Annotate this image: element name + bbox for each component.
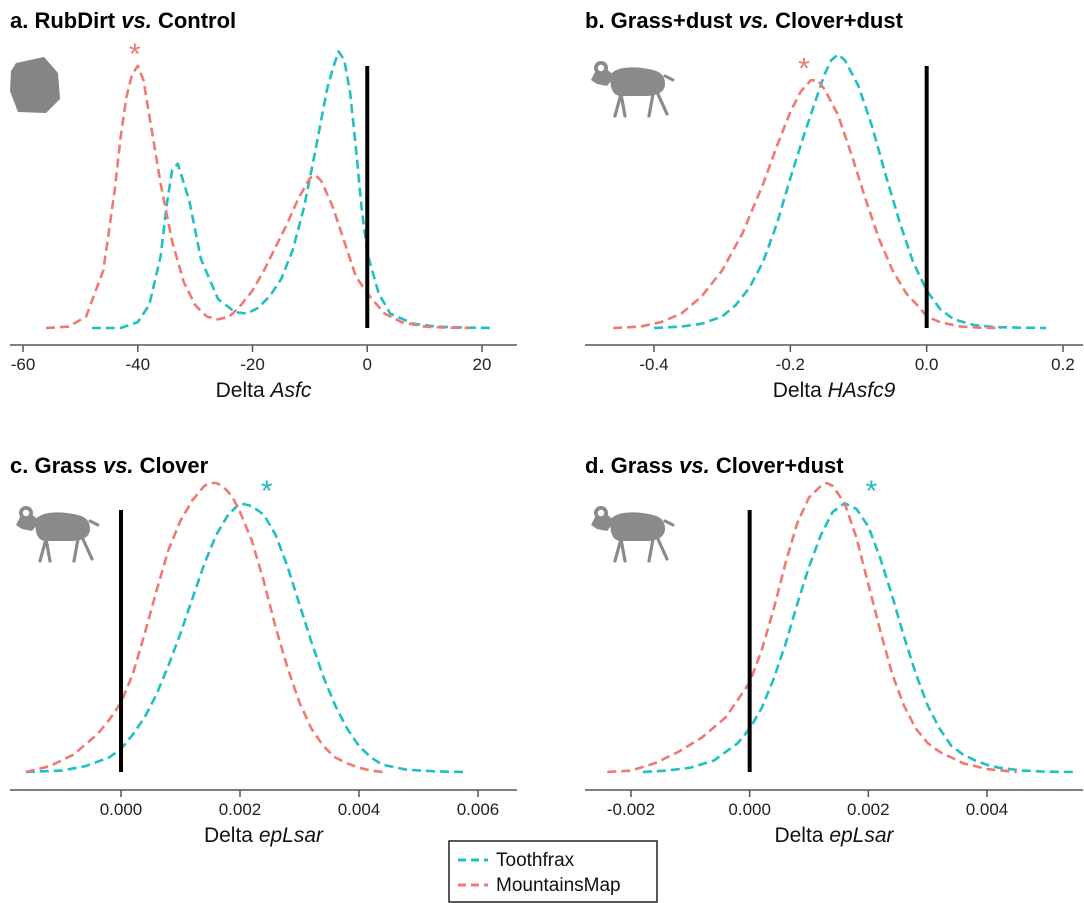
x-axis-title-part: Delta — [774, 824, 829, 847]
sheep-horn-curl — [597, 509, 605, 517]
density-curve-toothfrax — [91, 50, 494, 330]
significance-star: * — [261, 475, 273, 508]
sheep-leg — [72, 537, 80, 563]
panel-title-part: vs. — [121, 8, 152, 33]
legend-label: MountainsMap — [496, 875, 621, 896]
density-curve-mountainsmap — [607, 481, 1017, 774]
sheep-icon — [591, 61, 675, 118]
panel-title-part: Control — [152, 8, 236, 33]
x-tick-label: -0.2 — [776, 355, 805, 374]
panel-d: d. Grass vs. Clover+dust -0.002 0.000 0.002… — [585, 453, 1083, 847]
sheep-leg — [44, 537, 52, 563]
sheep-leg — [655, 90, 669, 116]
legend-label: Toothfrax — [496, 850, 575, 871]
x-tick-label: 0.006 — [457, 800, 500, 819]
sheep-leg — [647, 92, 655, 118]
significance-star: * — [129, 38, 141, 71]
x-axis-title-part: Asfc — [269, 379, 312, 402]
legend: Toothfrax MountainsMap — [448, 840, 658, 903]
panel-title: a. RubDirt vs. Control — [10, 8, 236, 33]
x-tick-label: 20 — [473, 355, 492, 374]
sheep-body — [610, 67, 665, 96]
sheep-tail — [88, 519, 100, 527]
density-curve-mountainsmap — [45, 64, 471, 330]
panel-title-part: vs. — [103, 453, 134, 478]
panel-title: c. Grass vs. Clover — [10, 453, 209, 478]
density-curve-toothfrax — [25, 501, 467, 774]
sheep-body — [35, 512, 90, 541]
panel-title-part: vs. — [679, 453, 710, 478]
density-curve-toothfrax — [653, 53, 1047, 330]
legend-box — [448, 840, 658, 903]
panel-title-part: Clover+dust — [710, 453, 845, 478]
x-axis-title: Delta HAsfc9 — [773, 379, 896, 402]
x-axis-title: Delta epLsar — [204, 824, 324, 847]
panel-title: d. Grass vs. Clover+dust — [585, 453, 844, 478]
x-axis-title-part: epLsar — [829, 824, 894, 847]
x-axis-title-part: Delta — [204, 824, 259, 847]
sheep-horn-curl — [22, 509, 30, 517]
x-tick-label: 0.004 — [338, 800, 381, 819]
panel-title-part: a. RubDirt — [10, 8, 121, 33]
panel-title-part: c. Grass — [10, 453, 103, 478]
significance-star: * — [865, 475, 877, 508]
sheep-icon — [16, 506, 100, 563]
density-curve-mountainsmap — [613, 79, 1002, 330]
significance-star: * — [798, 52, 810, 85]
panel-title: b. Grass+dust vs. Clover+dust — [585, 8, 904, 33]
density-curve-toothfrax — [642, 501, 1077, 774]
x-tick-label: 0.004 — [966, 800, 1009, 819]
sheep-shape — [591, 506, 675, 563]
sheep-shape — [591, 61, 675, 118]
x-tick-label: -40 — [125, 355, 150, 374]
x-axis-title: Delta epLsar — [774, 824, 894, 847]
sheep-leg — [613, 537, 623, 563]
sheep-leg — [619, 537, 627, 563]
sheep-leg — [613, 92, 623, 118]
x-tick-label: 0.000 — [728, 800, 771, 819]
sheep-leg — [655, 535, 669, 561]
x-axis-title-part: Delta — [773, 379, 828, 402]
x-tick-label: -0.002 — [607, 800, 655, 819]
sheep-leg — [619, 92, 627, 118]
panel-title-part: Clover+dust — [769, 8, 904, 33]
panel-title-part: Clover — [134, 453, 209, 478]
x-axis-title-part: HAsfc9 — [828, 379, 896, 402]
rock-shape — [10, 57, 60, 113]
x-tick-label: -0.4 — [639, 355, 668, 374]
x-tick-label: -60 — [11, 355, 36, 374]
x-tick-label: 0.0 — [915, 355, 939, 374]
panel-title-part: b. Grass+dust — [585, 8, 738, 33]
x-tick-label: 0.2 — [1051, 355, 1075, 374]
panel-a: a. RubDirt vs. Control -60 -40 -20 0 20 Delta … — [10, 8, 517, 402]
sheep-icon — [591, 506, 675, 563]
panel-b: b. Grass+dust vs. Clover+dust -0.4 -0.2 0.0… — [585, 8, 1083, 402]
rock-icon — [10, 57, 60, 113]
sheep-leg — [647, 537, 655, 563]
x-axis-title-part: epLsar — [259, 824, 324, 847]
sheep-shape — [16, 506, 100, 563]
sheep-body — [610, 512, 665, 541]
sheep-horn-curl — [597, 64, 605, 72]
panel-title-part: vs. — [738, 8, 769, 33]
x-axis-title-part: Delta — [216, 379, 271, 402]
panel-c: c. Grass vs. Clover 0.000 0.002 0.004 0.006 D… — [10, 453, 517, 847]
x-tick-label: 0.002 — [847, 800, 890, 819]
sheep-tail — [663, 519, 675, 527]
x-tick-label: 0 — [363, 355, 372, 374]
sheep-leg — [80, 535, 94, 561]
x-tick-label: -20 — [240, 355, 265, 374]
x-tick-label: 0.002 — [219, 800, 262, 819]
sheep-tail — [663, 74, 675, 82]
sheep-leg — [38, 537, 48, 563]
x-axis-title: Delta Asfc — [216, 379, 312, 402]
panel-title-part: d. Grass — [585, 453, 679, 478]
x-tick-label: 0.000 — [100, 800, 143, 819]
